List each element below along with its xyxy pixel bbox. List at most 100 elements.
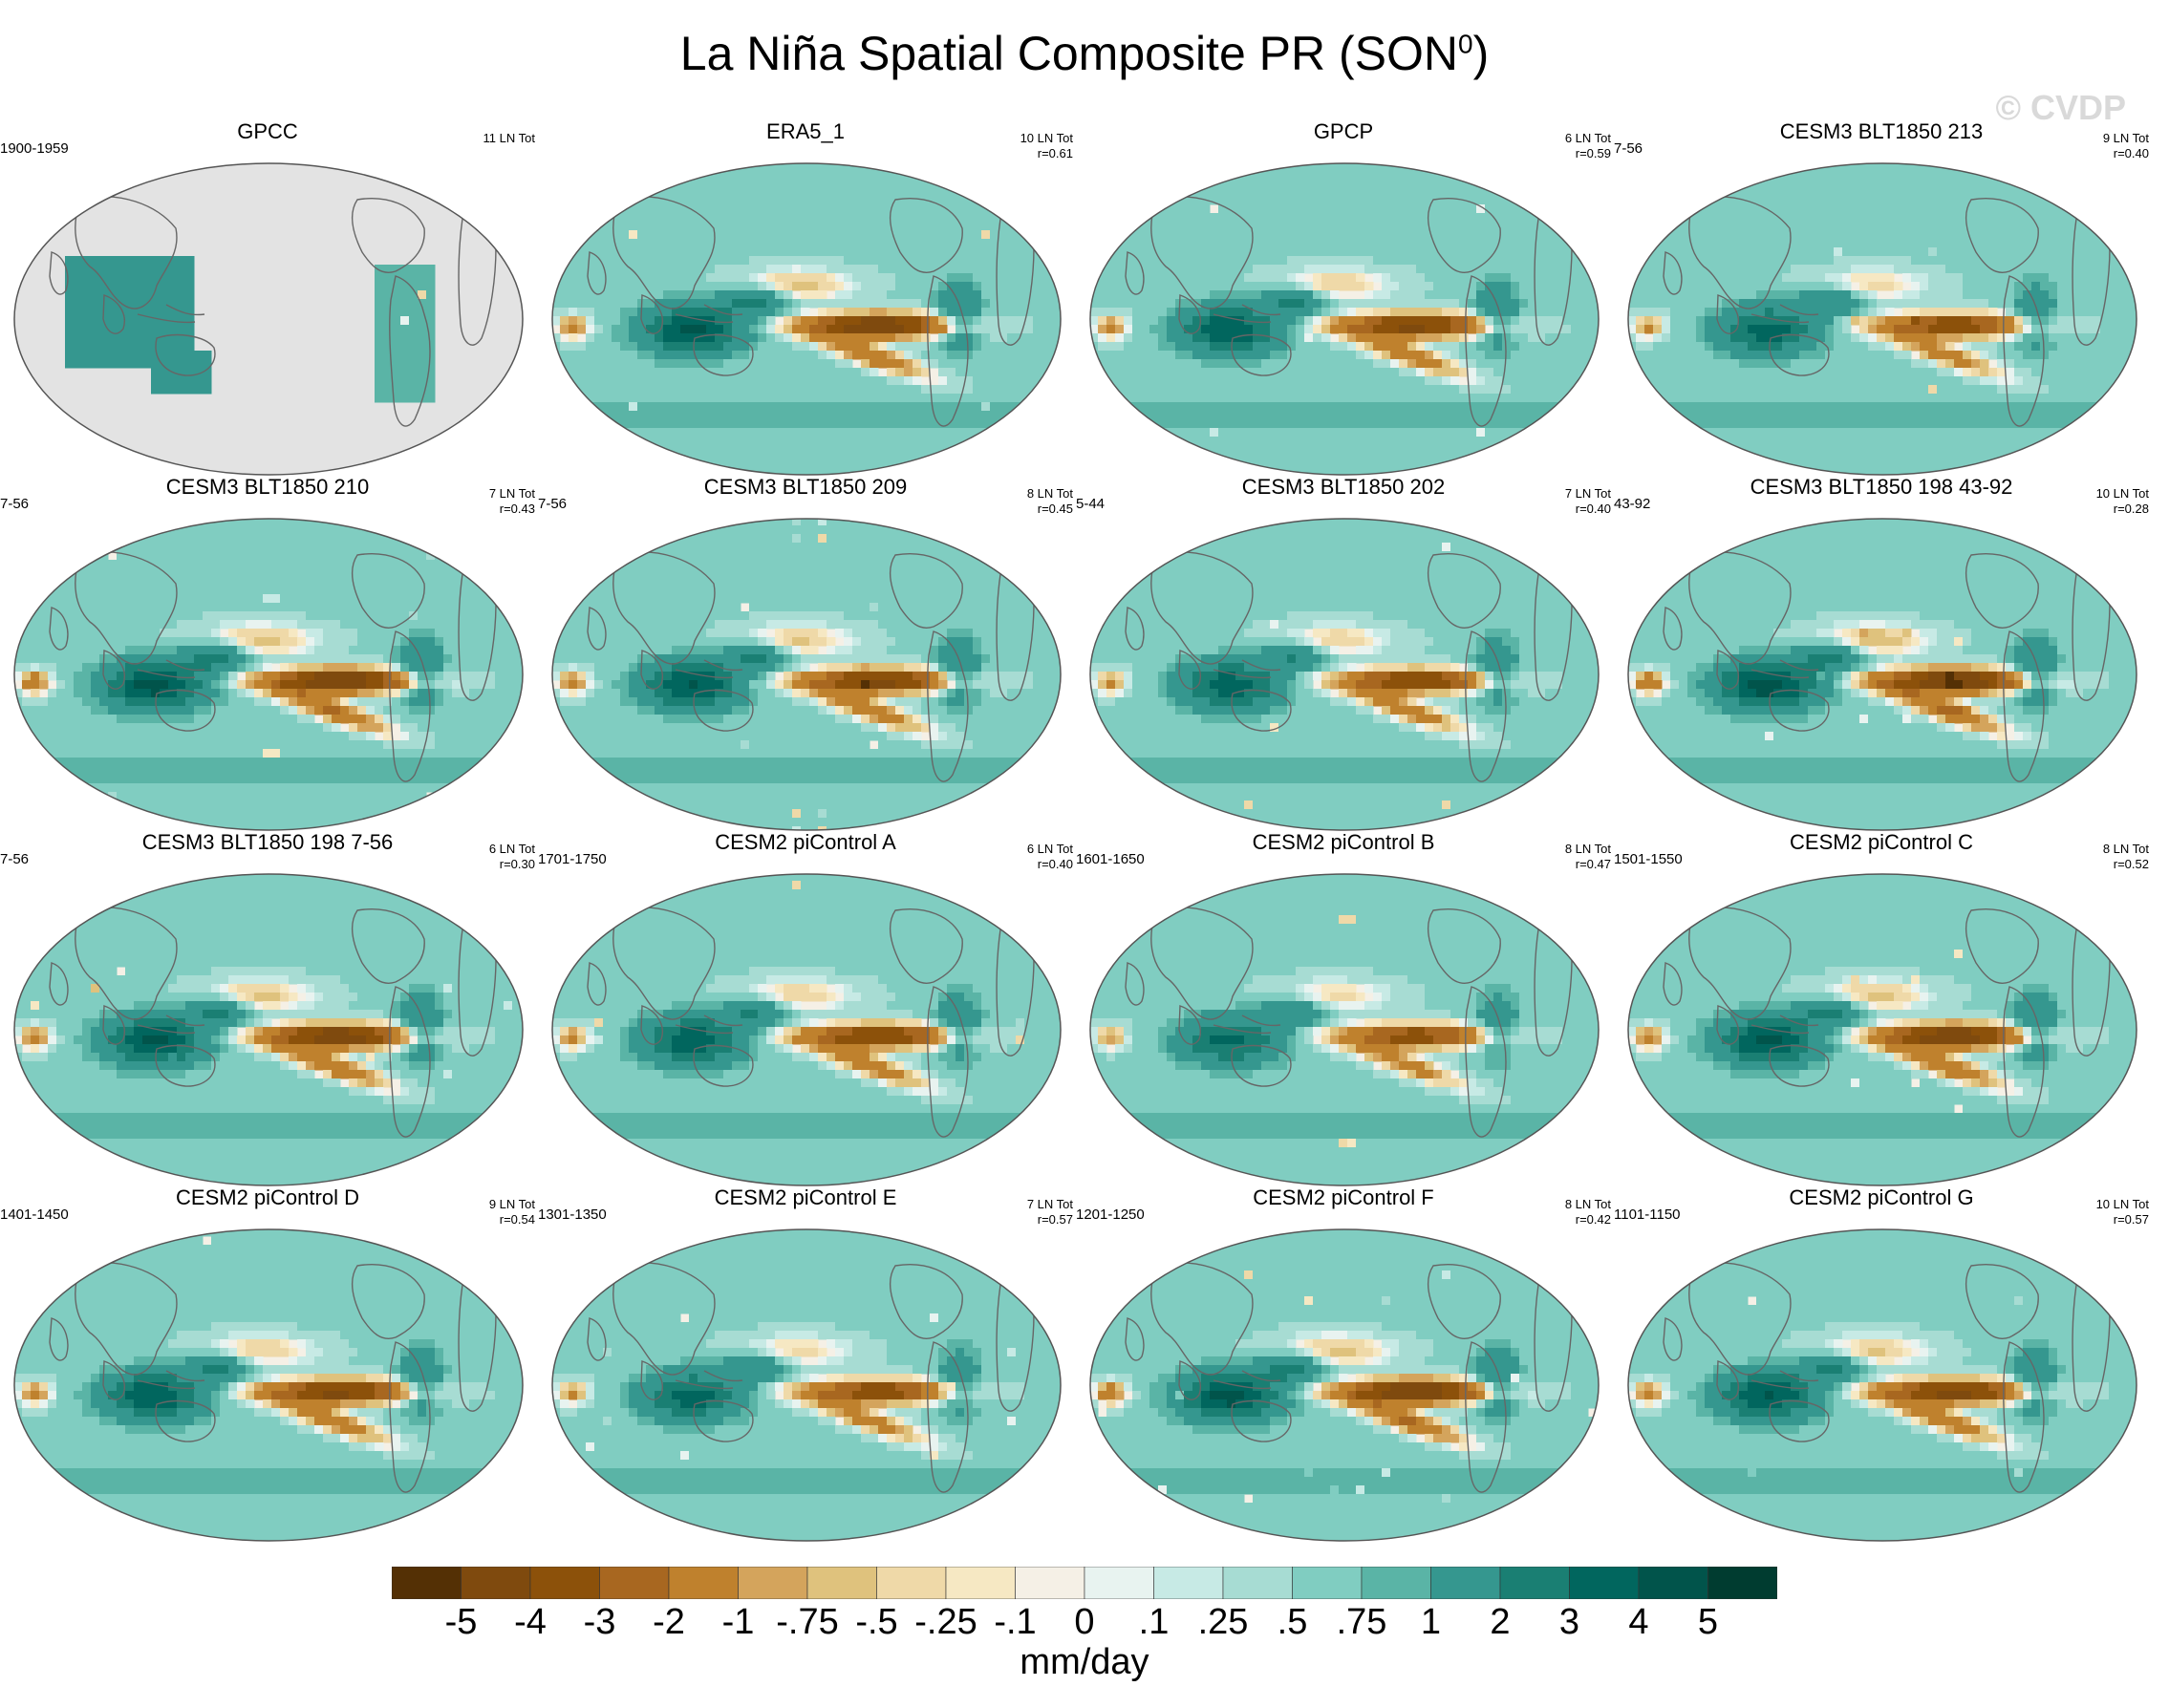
coastline — [75, 907, 178, 1020]
map-panel: GPCC 1900-1959 11 LN Tot — [0, 119, 535, 476]
panel-period: 1900-1959 — [0, 140, 69, 158]
panel-stats: 7 LN Tot r=0.40 — [1565, 486, 1611, 517]
map-border — [1089, 873, 1600, 1186]
coastline — [1688, 196, 1792, 310]
panel-stats: 10 LN Tot r=0.28 — [2096, 486, 2149, 517]
map-panel: CESM3 BLT1850 198 7-56 7-56 6 LN Tot r=0.30 — [0, 830, 535, 1186]
figure-title-text: La Niña Spatial Composite PR (SON — [680, 27, 1458, 80]
panel-event-count: 6 LN Tot — [1027, 842, 1073, 857]
coastline — [1427, 1264, 1501, 1339]
panel-stats: 6 LN Tot r=0.40 — [1027, 842, 1073, 872]
coastline — [889, 908, 963, 984]
colorbar-tick-label: .75 — [1337, 1601, 1387, 1643]
colorbar-tick-label: -5 — [445, 1601, 478, 1643]
precip-anomaly-field — [1090, 163, 1599, 475]
map-canvas — [1089, 518, 1600, 831]
coastline — [1663, 607, 1683, 651]
map-panel: CESM2 piControl F 1201-1250 8 LN Tot r=0.42 — [1076, 1185, 1611, 1542]
map-panel: GPCP 6 LN Tot r=0.59 — [1076, 119, 1611, 476]
colorbar-tick-label: -.25 — [914, 1601, 977, 1643]
colorbar-tick-label: -3 — [584, 1601, 616, 1643]
coastline — [675, 659, 743, 679]
panel-period: 1301-1350 — [538, 1206, 607, 1224]
figure-title: La Niña Spatial Composite PR (SON0) — [0, 25, 2169, 82]
coastline — [675, 1014, 743, 1035]
panel-period: 1401-1450 — [0, 1206, 69, 1224]
precip-anomaly-field — [552, 1229, 1061, 1541]
coastline — [1688, 551, 1792, 665]
coastline — [351, 1264, 425, 1339]
colorbar-bin — [1569, 1567, 1640, 1599]
panel-pattern-correlation: r=0.52 — [2103, 857, 2149, 872]
panel-title: CESM2 piControl F — [1076, 1185, 1611, 1210]
coastline — [351, 908, 425, 984]
panel-stats: 10 LN Tot r=0.57 — [2096, 1197, 2149, 1228]
panel-title: CESM2 piControl C — [1614, 830, 2149, 855]
panel-pattern-correlation: r=0.54 — [489, 1212, 535, 1228]
colorbar-tick-label: 5 — [1698, 1601, 1718, 1643]
panel-title: CESM3 BLT1850 198 7-56 — [0, 830, 535, 855]
coastline — [389, 630, 431, 782]
coastline — [1213, 1014, 1281, 1035]
map-border — [13, 873, 524, 1186]
panel-event-count: 8 LN Tot — [1027, 486, 1073, 502]
panel-title: CESM2 piControl D — [0, 1185, 535, 1210]
precip-anomaly-field — [14, 874, 523, 1185]
coastline — [1965, 1264, 2039, 1339]
map-border — [551, 1228, 1062, 1542]
precip-anomaly-field — [14, 519, 523, 830]
panel-pattern-correlation: r=0.43 — [489, 502, 535, 517]
coastline — [389, 275, 431, 427]
map-panel: CESM3 BLT1850 198 43-92 43-92 10 LN Tot r=0… — [1614, 475, 2149, 831]
coastline — [587, 1317, 607, 1361]
panel-pattern-correlation: r=0.57 — [1027, 1212, 1073, 1228]
coastline — [155, 333, 216, 376]
coastline — [1125, 1317, 1145, 1361]
coastline — [889, 1264, 963, 1339]
precip-anomaly-field — [1090, 874, 1599, 1185]
map-canvas — [1627, 518, 2137, 831]
panel-title: CESM2 piControl E — [538, 1185, 1073, 1210]
colorbar-units: mm/day — [0, 1641, 2169, 1683]
panel-stats: 8 LN Tot r=0.52 — [2103, 842, 2149, 872]
map-panel: CESM3 BLT1850 210 7-56 7 LN Tot r=0.43 — [0, 475, 535, 831]
colorbar-tick-label: 1 — [1421, 1601, 1441, 1643]
map-panel: CESM3 BLT1850 209 7-56 8 LN Tot r=0.45 — [538, 475, 1073, 831]
coastline — [1427, 198, 1501, 273]
panel-title: GPCC — [0, 119, 535, 144]
coastline — [1750, 1370, 1819, 1390]
coastline — [612, 551, 716, 665]
panel-title: ERA5_1 — [538, 119, 1073, 144]
colorbar-tick-label: -2 — [653, 1601, 685, 1643]
panel-pattern-correlation: r=0.28 — [2096, 502, 2149, 517]
coastline — [1965, 908, 2039, 984]
colorbar-bin — [1292, 1567, 1363, 1599]
panel-period: 7-56 — [0, 496, 29, 513]
map-border — [1089, 162, 1600, 476]
panel-stats: 8 LN Tot r=0.47 — [1565, 842, 1611, 872]
map-panel: CESM2 piControl E 1301-1350 7 LN Tot r=0.57 — [538, 1185, 1073, 1542]
coastline — [1427, 553, 1501, 629]
panel-pattern-correlation: r=0.30 — [489, 857, 535, 872]
precip-anomaly-field — [552, 519, 1061, 830]
panel-period: 1101-1150 — [1614, 1206, 1681, 1224]
coastline — [927, 275, 969, 427]
colorbar — [392, 1567, 1777, 1599]
map-border — [1627, 162, 2137, 476]
coastline — [155, 689, 216, 732]
coastline — [1125, 962, 1145, 1006]
panel-event-count: 10 LN Tot — [2096, 1197, 2149, 1212]
panel-stats: 8 LN Tot r=0.42 — [1565, 1197, 1611, 1228]
coastline — [1150, 907, 1254, 1020]
colorbar-tick-label: -.5 — [855, 1601, 897, 1643]
coastline — [1750, 659, 1819, 679]
coastline — [693, 1399, 754, 1442]
precip-anomaly-field — [14, 1229, 523, 1541]
map-canvas — [551, 518, 1062, 831]
panel-period: 1501-1550 — [1614, 851, 1683, 868]
panel-period: 7-56 — [0, 851, 29, 868]
coastline — [1125, 251, 1145, 295]
panel-pattern-correlation: r=0.47 — [1565, 857, 1611, 872]
panel-pattern-correlation: r=0.45 — [1027, 502, 1073, 517]
map-panel: CESM2 piControl B 1601-1650 8 LN Tot r=0.47 — [1076, 830, 1611, 1186]
